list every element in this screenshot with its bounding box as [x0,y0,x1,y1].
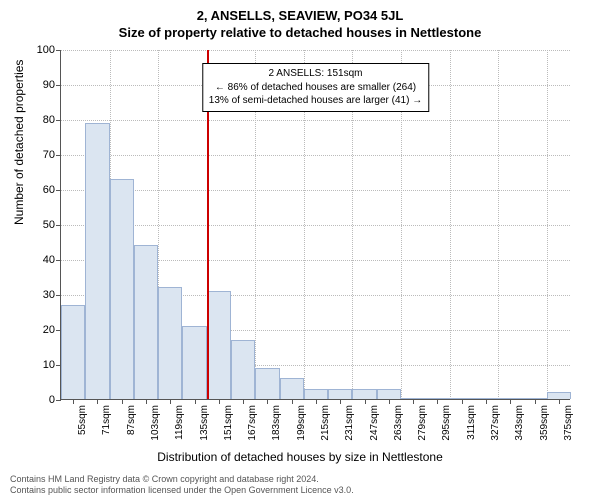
histogram-bar [255,368,279,400]
grid-line-v [450,50,451,399]
x-tick-label: 295sqm [441,405,452,441]
y-tick-label: 90 [43,79,61,91]
x-tick-label: 87sqm [126,405,137,435]
x-tick-mark [170,399,171,404]
y-tick-label: 60 [43,184,61,196]
x-tick-mark [340,399,341,404]
x-tick-mark [146,399,147,404]
x-tick-label: 71sqm [101,405,112,435]
grid-line-v [498,50,499,399]
histogram-bar [377,389,401,400]
annotation-line1: 2 ANSELLS: 151sqm [209,67,422,81]
x-tick-mark [365,399,366,404]
x-tick-label: 103sqm [150,405,161,441]
x-tick-label: 119sqm [174,405,185,440]
x-tick-mark [462,399,463,404]
grid-line-v [547,50,548,399]
x-tick-mark [559,399,560,404]
x-tick-label: 279sqm [417,405,428,441]
x-tick-label: 247sqm [369,405,380,441]
histogram-bar [182,326,206,400]
x-tick-mark [219,399,220,404]
histogram-bar [110,179,134,400]
x-tick-label: 135sqm [199,405,210,441]
y-tick-label: 80 [43,114,61,126]
y-tick-label: 50 [43,219,61,231]
x-axis-label: Distribution of detached houses by size … [0,450,600,464]
chart-title-block: 2, ANSELLS, SEAVIEW, PO34 5JL Size of pr… [0,0,600,40]
annotation-line2: ← 86% of detached houses are smaller (26… [209,81,422,95]
x-tick-mark [389,399,390,404]
y-tick-label: 100 [37,44,61,56]
x-tick-label: 183sqm [271,405,282,441]
y-tick-label: 0 [49,394,61,406]
x-tick-mark [243,399,244,404]
x-tick-label: 263sqm [393,405,404,441]
x-tick-mark [413,399,414,404]
grid-line-h [61,120,570,121]
x-tick-mark [316,399,317,404]
x-tick-label: 151sqm [223,405,234,441]
chart-title-line2: Size of property relative to detached ho… [0,25,600,40]
histogram-bar [547,392,571,399]
footer-line1: Contains HM Land Registry data © Crown c… [10,474,354,485]
x-tick-mark [97,399,98,404]
histogram-bar [352,389,376,400]
x-tick-label: 359sqm [539,405,550,441]
grid-line-h [61,50,570,51]
y-tick-label: 70 [43,149,61,161]
x-tick-mark [510,399,511,404]
annotation-box: 2 ANSELLS: 151sqm← 86% of detached house… [202,63,429,112]
x-tick-mark [437,399,438,404]
annotation-line3: 13% of semi-detached houses are larger (… [209,94,422,108]
footer-text: Contains HM Land Registry data © Crown c… [10,474,354,497]
x-tick-label: 231sqm [344,405,355,441]
x-tick-label: 215sqm [320,405,331,441]
histogram-bar [134,245,158,399]
x-tick-label: 327sqm [490,405,501,441]
histogram-bar [85,123,109,400]
x-tick-mark [486,399,487,404]
x-tick-label: 343sqm [514,405,525,441]
histogram-bar [328,389,352,400]
x-tick-mark [292,399,293,404]
x-tick-label: 375sqm [563,405,574,441]
histogram-bar [158,287,182,399]
grid-line-h [61,190,570,191]
x-tick-label: 55sqm [77,405,88,435]
y-tick-label: 10 [43,359,61,371]
histogram-bar [304,389,328,400]
histogram-bar [61,305,85,400]
histogram-bar [280,378,304,399]
y-tick-label: 20 [43,324,61,336]
x-tick-mark [122,399,123,404]
footer-line2: Contains public sector information licen… [10,485,354,496]
x-tick-label: 311sqm [466,405,477,440]
y-tick-label: 40 [43,254,61,266]
x-tick-mark [195,399,196,404]
x-tick-mark [73,399,74,404]
chart-title-line1: 2, ANSELLS, SEAVIEW, PO34 5JL [0,8,600,23]
x-tick-mark [267,399,268,404]
grid-line-h [61,225,570,226]
x-tick-label: 199sqm [296,405,307,441]
y-axis-label: Number of detached properties [12,60,26,225]
y-tick-label: 30 [43,289,61,301]
grid-line-h [61,155,570,156]
histogram-bar [231,340,255,400]
plot-area: 010203040506070809010055sqm71sqm87sqm103… [60,50,570,400]
x-tick-label: 167sqm [247,405,258,441]
histogram-bar [207,291,231,400]
x-tick-mark [535,399,536,404]
